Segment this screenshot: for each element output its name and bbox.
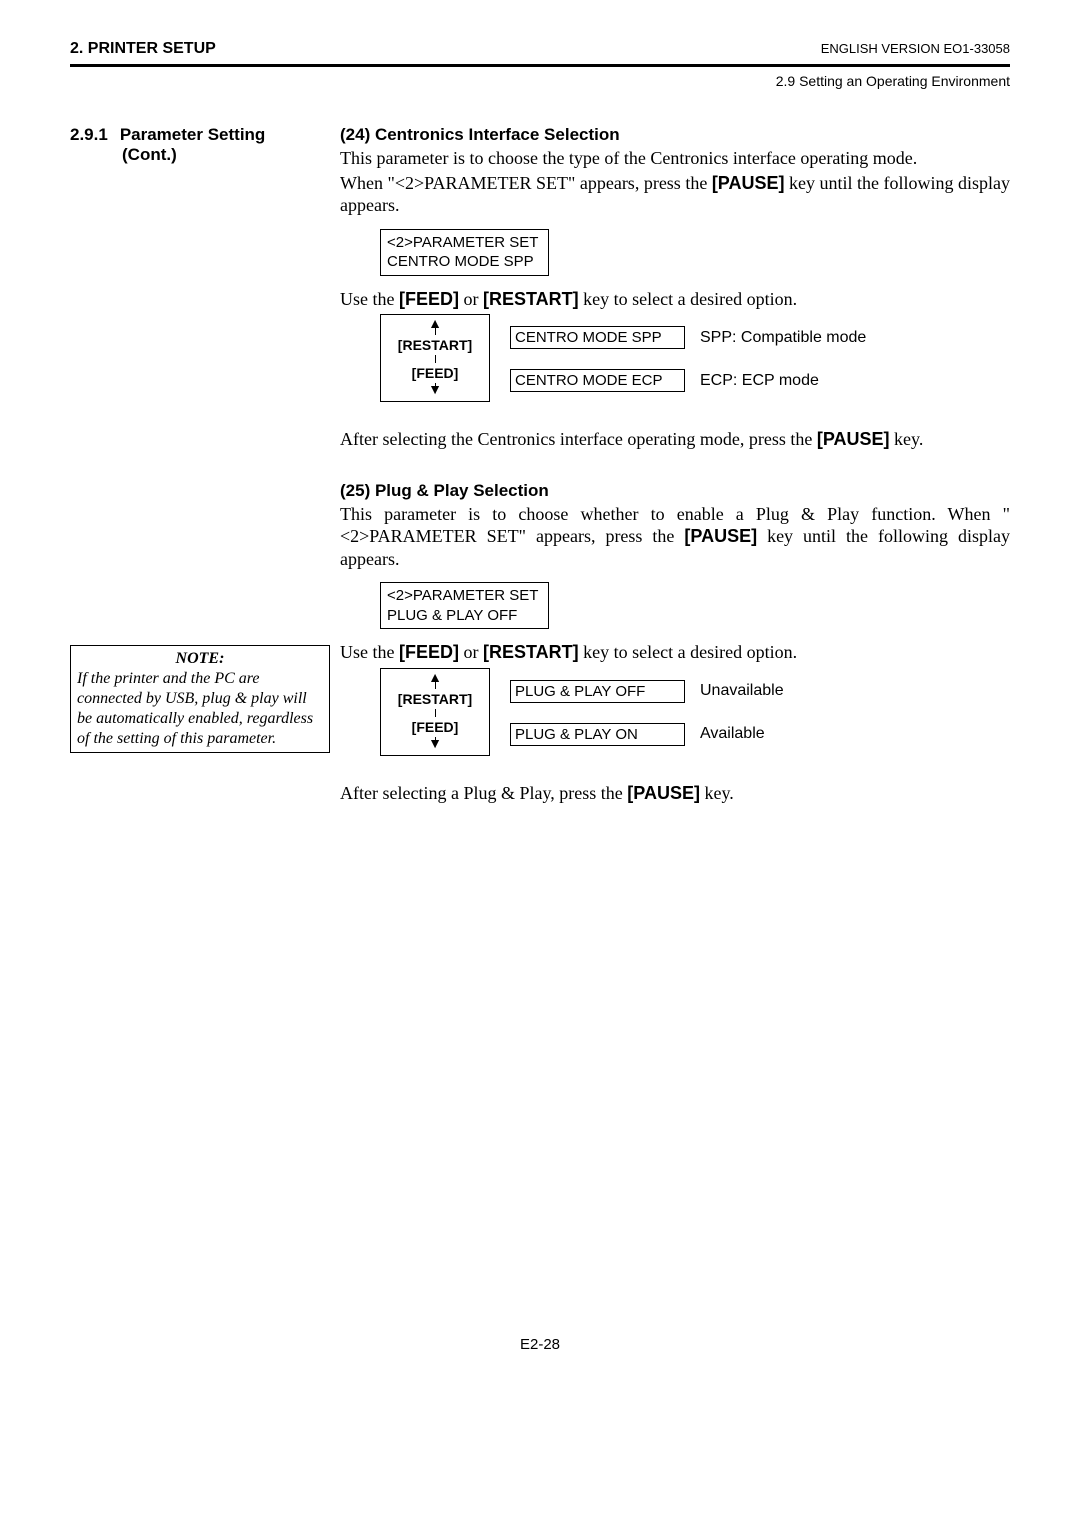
s25-after-b: key. [700, 783, 734, 803]
s24-after: After selecting the Centronics interface… [340, 428, 1010, 451]
s24-p1: This parameter is to choose the type of … [340, 147, 1010, 170]
arrow-down-icon: ▼ [428, 737, 442, 753]
s25-display-l1: <2>PARAMETER SET [387, 586, 538, 606]
s25-opt1-box: PLUG & PLAY OFF [510, 680, 685, 703]
s25-after: After selecting a Plug & Play, press the… [340, 782, 1010, 805]
s25-opt1: PLUG & PLAY OFF Unavailable [510, 680, 784, 703]
note-body: If the printer and the PC are connected … [77, 669, 323, 749]
s25-use-k2: [RESTART] [483, 642, 579, 662]
left-column: 2.9.1 Parameter Setting (Cont.) NOTE: If… [70, 125, 340, 806]
page: 2. PRINTER SETUP ENGLISH VERSION EO1-330… [0, 0, 1080, 1393]
s25-use-a: Use the [340, 642, 399, 662]
s24-use-a: Use the [340, 289, 399, 309]
s25-options: ▲ [RESTART] [FEED] ▼ PLUG & PLAY OFF Una… [380, 668, 1010, 756]
s25-use-b: key to select a desired option. [579, 642, 797, 662]
s24-opt1: CENTRO MODE SPP SPP: Compatible mode [510, 326, 866, 349]
s25-use: Use the [FEED] or [RESTART] key to selec… [340, 641, 1010, 664]
page-number: E2-28 [70, 1336, 1010, 1353]
s24-after-key: [PAUSE] [817, 429, 890, 449]
s25-opt-boxes: PLUG & PLAY OFF Unavailable PLUG & PLAY … [510, 668, 784, 746]
s25-opt1-desc: Unavailable [700, 682, 784, 700]
nav-line [435, 709, 436, 717]
s25-after-a: After selecting a Plug & Play, press the [340, 783, 627, 803]
s24-display: <2>PARAMETER SET CENTRO MODE SPP [380, 229, 549, 276]
s24-heading: (24) Centronics Interface Selection [340, 125, 1010, 145]
s25-heading: (25) Plug & Play Selection [340, 481, 1010, 501]
header-sub: 2.9 Setting an Operating Environment [70, 73, 1010, 89]
s24-opt1-box: CENTRO MODE SPP [510, 326, 685, 349]
s24-opt-boxes: CENTRO MODE SPP SPP: Compatible mode CEN… [510, 314, 866, 392]
s24-use: Use the [FEED] or [RESTART] key to selec… [340, 288, 1010, 311]
section-number: 2.9.1 [70, 125, 108, 144]
s25-opt2: PLUG & PLAY ON Available [510, 723, 784, 746]
s24-use-mid: or [459, 289, 483, 309]
s25-p1: This parameter is to choose whether to e… [340, 503, 1010, 571]
nav-line [435, 681, 436, 689]
s25-opt2-desc: Available [700, 725, 765, 743]
s24-use-k1: [FEED] [399, 289, 459, 309]
nav-line [435, 327, 436, 335]
s24-p2a: When "<2>PARAMETER SET" appears, press t… [340, 173, 712, 193]
s25-key-nav: ▲ [RESTART] [FEED] ▼ [380, 668, 490, 756]
note-title: NOTE: [77, 649, 323, 669]
s24-use-k2: [RESTART] [483, 289, 579, 309]
section-cont: (Cont.) [122, 145, 330, 165]
s25-after-key: [PAUSE] [627, 783, 700, 803]
s25-nav-feed: [FEED] [381, 719, 489, 735]
header-rule [70, 64, 1010, 67]
s24-display-l2: CENTRO MODE SPP [387, 252, 538, 272]
s24-after-a: After selecting the Centronics interface… [340, 429, 817, 449]
s24-p2: When "<2>PARAMETER SET" appears, press t… [340, 172, 1010, 217]
s24-opt2: CENTRO MODE ECP ECP: ECP mode [510, 369, 866, 392]
s24-nav-restart: [RESTART] [381, 337, 489, 353]
s24-nav-feed: [FEED] [381, 365, 489, 381]
arrow-down-icon: ▼ [428, 383, 442, 399]
page-header: 2. PRINTER SETUP ENGLISH VERSION EO1-330… [70, 40, 1010, 58]
content: 2.9.1 Parameter Setting (Cont.) NOTE: If… [70, 125, 1010, 806]
s25-nav-restart: [RESTART] [381, 691, 489, 707]
s24-display-l1: <2>PARAMETER SET [387, 233, 538, 253]
section-heading: 2.9.1 Parameter Setting [70, 125, 330, 145]
s24-opt1-desc: SPP: Compatible mode [700, 329, 866, 347]
s24-key-nav: ▲ [RESTART] [FEED] ▼ [380, 314, 490, 402]
s24-opt2-box: CENTRO MODE ECP [510, 369, 685, 392]
header-left: 2. PRINTER SETUP [70, 40, 216, 58]
s24-opt2-desc: ECP: ECP mode [700, 372, 819, 390]
note-box: NOTE: If the printer and the PC are conn… [70, 645, 330, 753]
s24-options: ▲ [RESTART] [FEED] ▼ CENTRO MODE SPP SPP… [380, 314, 1010, 402]
header-right: ENGLISH VERSION EO1-33058 [821, 41, 1010, 56]
s25-display-l2: PLUG & PLAY OFF [387, 606, 538, 626]
s24-p2-key: [PAUSE] [712, 173, 785, 193]
s25-opt2-box: PLUG & PLAY ON [510, 723, 685, 746]
nav-line [435, 355, 436, 363]
right-column: (24) Centronics Interface Selection This… [340, 125, 1010, 806]
s24-after-b: key. [890, 429, 924, 449]
section-title: Parameter Setting [120, 125, 266, 144]
s25-use-k1: [FEED] [399, 642, 459, 662]
s25-p1-key: [PAUSE] [684, 526, 757, 546]
s25-use-mid: or [459, 642, 483, 662]
s25-display: <2>PARAMETER SET PLUG & PLAY OFF [380, 582, 549, 629]
s24-use-b: key to select a desired option. [579, 289, 797, 309]
